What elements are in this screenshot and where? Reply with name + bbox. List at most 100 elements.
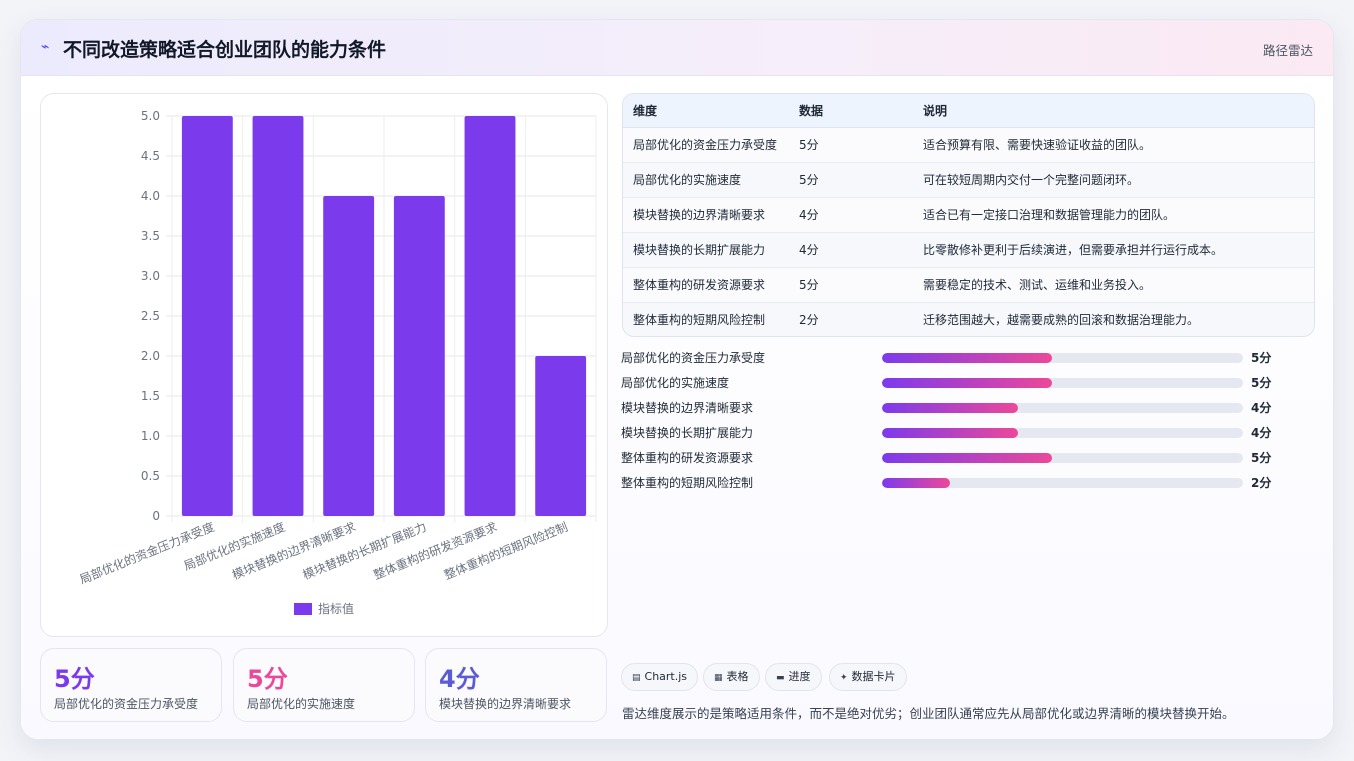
table-cell: 适合已有一定接口治理和数据管理能力的团队。	[913, 197, 1314, 233]
progress-value: 4分	[1251, 401, 1272, 415]
chart-bar	[181, 116, 233, 516]
progress-track	[882, 403, 1243, 413]
chart-bar	[323, 196, 375, 516]
table-header-cell: 数据	[789, 94, 913, 128]
kpi-label: 模块替换的边界清晰要求	[439, 697, 572, 711]
progress-row: 局部优化的资金压力承受度 5分	[621, 346, 1281, 371]
chart-bar	[393, 196, 445, 516]
chart-bar	[252, 116, 304, 516]
progress-label: 模块替换的边界清晰要求	[621, 401, 754, 415]
y-tick-label: 4.0	[141, 189, 160, 203]
table-cell: 2分	[789, 302, 913, 336]
legend-swatch	[294, 603, 312, 615]
progress-label: 局部优化的实施速度	[621, 376, 730, 390]
progress-row: 局部优化的实施速度 5分	[621, 371, 1281, 396]
progress-fill	[882, 403, 1019, 413]
y-tick-label: 3.0	[141, 269, 160, 283]
x-tick-label: 整体重构的研发资源要求	[371, 519, 499, 582]
kpi-value: 5分	[247, 665, 288, 693]
x-tick-label: 局部优化的资金压力承受度	[77, 519, 216, 587]
kpi-label: 局部优化的资金压力承受度	[54, 697, 199, 711]
progress-track	[882, 478, 1243, 488]
progress-value: 4分	[1251, 426, 1272, 440]
chart-icon: ⌁	[41, 39, 50, 55]
table-row: 局部优化的资金压力承受度 5分 适合预算有限、需要快速验证收益的团队。	[623, 127, 1314, 163]
kpi-value: 4分	[439, 665, 480, 693]
progress-list: 局部优化的资金压力承受度 5分 局部优化的实施速度 5分 模块替换的边界清晰要求…	[621, 346, 1281, 496]
progress-track	[882, 378, 1243, 388]
chart-icon: ▤	[632, 673, 641, 683]
table-cell: 5分	[789, 127, 913, 163]
progress-value: 2分	[1251, 476, 1272, 490]
progress-value: 5分	[1251, 376, 1272, 390]
progress-value: 5分	[1251, 451, 1272, 465]
progress-fill	[882, 478, 951, 488]
chip-data-card[interactable]: ✦ 数据卡片	[829, 663, 907, 691]
table-row: 模块替换的边界清晰要求 4分 适合已有一定接口治理和数据管理能力的团队。	[623, 197, 1314, 233]
table-cell: 整体重构的研发资源要求	[623, 267, 789, 303]
table-header-cell: 维度	[623, 94, 789, 128]
y-tick-label: 3.5	[141, 229, 160, 243]
y-tick-label: 2.0	[141, 349, 160, 363]
table-cell: 模块替换的长期扩展能力	[623, 232, 789, 268]
progress-icon: ▬	[776, 673, 785, 683]
progress-track	[882, 353, 1243, 363]
table-cell: 迁移范围越大，越需要成熟的回滚和数据治理能力。	[913, 302, 1314, 336]
page-title: 不同改造策略适合创业团队的能力条件	[63, 39, 387, 61]
progress-label: 局部优化的资金压力承受度	[621, 351, 766, 365]
table-row: 整体重构的研发资源要求 5分 需要稳定的技术、测试、运维和业务投入。	[623, 267, 1314, 303]
kpi-card: 5分 局部优化的实施速度	[233, 648, 415, 722]
chip-label: 数据卡片	[851, 670, 896, 683]
bar-chart: 0 0.5 1.0 1.5 2.0 2.5 3.0 3.5 4.0 4.5 5.0 局部优化的资金压力…	[77, 109, 597, 616]
kpi-value: 5分	[54, 665, 95, 693]
x-tick-label: 整体重构的短期风险控制	[442, 519, 570, 582]
table-cell: 可在较短周期内交付一个完整问题闭环。	[913, 162, 1314, 198]
progress-fill	[882, 428, 1019, 438]
table-cell: 需要稳定的技术、测试、运维和业务投入。	[913, 267, 1314, 303]
chip-chartjs[interactable]: ▤ Chart.js	[621, 663, 699, 691]
footnote: 雷达维度展示的是策略适用条件，而不是绝对优劣；创业团队通常应先从局部优化或边界清…	[622, 706, 1235, 721]
legend-label: 指标值	[318, 601, 354, 616]
y-tick-label: 1.0	[141, 429, 160, 443]
table-cell: 4分	[789, 197, 913, 233]
progress-fill	[882, 453, 1053, 463]
sparkle-icon: ✦	[840, 673, 848, 683]
y-tick-label: 2.5	[141, 309, 160, 323]
header-bar: ⌁ 不同改造策略适合创业团队的能力条件 路径雷达	[21, 20, 1333, 76]
table-cell: 4分	[789, 232, 913, 268]
header-tag: 路径雷达	[1262, 43, 1313, 58]
table-cell: 5分	[789, 267, 913, 303]
table-cell: 整体重构的短期风险控制	[623, 302, 789, 336]
kpi-card: 4分 模块替换的边界清晰要求	[425, 648, 607, 722]
table-cell: 局部优化的实施速度	[623, 162, 789, 198]
progress-track	[882, 453, 1243, 463]
chip-label: 表格	[726, 670, 749, 683]
table-cell: 模块替换的边界清晰要求	[623, 197, 789, 233]
chip-label: Chart.js	[644, 670, 688, 683]
chip-table[interactable]: ▦ 表格	[703, 663, 760, 691]
progress-label: 整体重构的研发资源要求	[621, 451, 754, 465]
y-tick-label: 4.5	[141, 149, 160, 163]
progress-label: 模块替换的长期扩展能力	[621, 426, 754, 440]
progress-value: 5分	[1251, 351, 1272, 365]
y-tick-label: 1.5	[141, 389, 160, 403]
table-cell: 适合预算有限、需要快速验证收益的团队。	[913, 127, 1314, 163]
chip-label: 进度	[788, 670, 811, 683]
table-cell: 比零散修补更利于后续演进，但需要承担并行运行成本。	[913, 232, 1314, 268]
progress-track	[882, 428, 1243, 438]
progress-label: 整体重构的短期风险控制	[621, 476, 754, 490]
progress-row: 整体重构的研发资源要求 5分	[621, 446, 1281, 471]
bar-chart-panel: 0 0.5 1.0 1.5 2.0 2.5 3.0 3.5 4.0 4.5 5.0 局部优化的资金压力…	[40, 93, 608, 637]
table-row: 整体重构的短期风险控制 2分 迁移范围越大，越需要成熟的回滚和数据治理能力。	[623, 302, 1314, 336]
progress-fill	[882, 353, 1053, 363]
y-tick-label: 5.0	[141, 109, 160, 123]
table-header-cell: 说明	[913, 94, 1314, 128]
chip-progress[interactable]: ▬ 进度	[765, 663, 822, 691]
kpi-card: 5分 局部优化的资金压力承受度	[40, 648, 222, 722]
table-row: 局部优化的实施速度 5分 可在较短周期内交付一个完整问题闭环。	[623, 162, 1314, 198]
y-tick-label: 0	[152, 509, 160, 523]
data-table: 维度 数据 说明 局部优化的资金压力承受度 5分 适合预算有限、需要快速验证收益…	[622, 93, 1315, 337]
x-tick-label: 模块替换的边界清晰要求	[230, 519, 358, 582]
chart-bar	[464, 116, 516, 516]
table-header-row: 维度 数据 说明	[623, 94, 1314, 128]
